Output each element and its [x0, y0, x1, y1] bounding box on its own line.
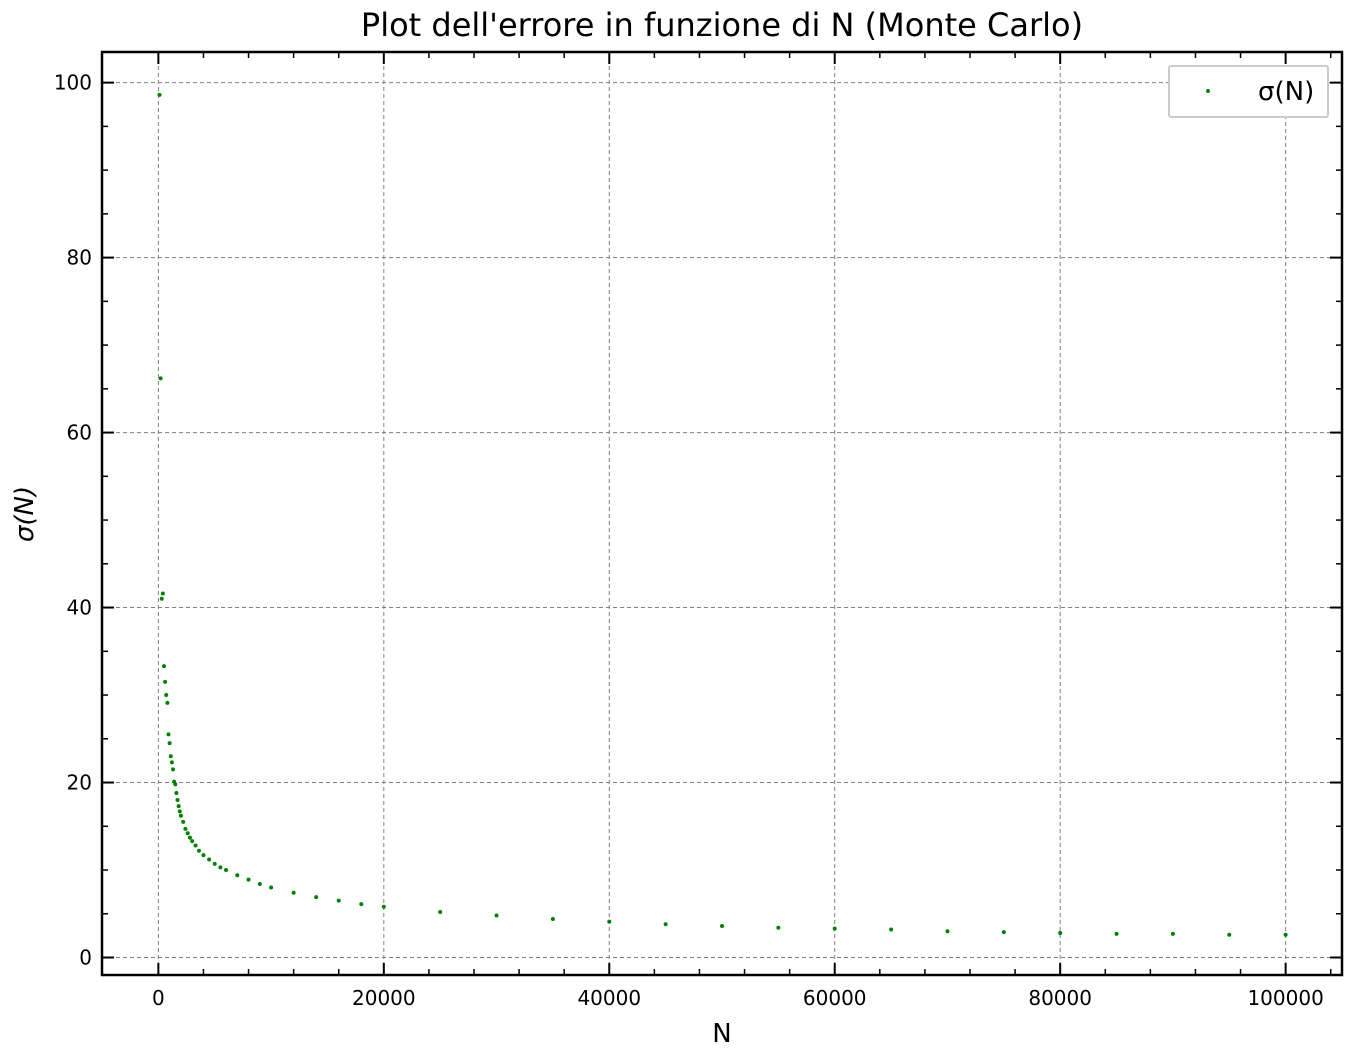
- data-point: [776, 925, 781, 930]
- x-axis-label: N: [712, 1019, 731, 1049]
- data-point: [162, 664, 166, 669]
- axis-ticks: 0 20000 40000 60000 80000 100000 0 20 40 60 80 100: [54, 52, 1342, 1010]
- legend-box: [1168, 65, 1329, 118]
- x-tick-label: 20000: [352, 986, 416, 1010]
- data-point: [159, 596, 164, 601]
- data-point: [720, 924, 724, 929]
- data-point: [1058, 931, 1063, 936]
- data-point: [166, 732, 171, 737]
- x-tick-label: 100000: [1247, 986, 1323, 1010]
- data-point: [176, 804, 181, 809]
- data-point: [257, 882, 262, 887]
- legend-marker: [1206, 89, 1210, 93]
- legend-label: σ(N): [1258, 77, 1314, 107]
- data-point: [173, 782, 178, 787]
- data-point: [160, 591, 165, 596]
- x-tick-label: 60000: [803, 986, 867, 1010]
- data-point: [945, 929, 950, 934]
- data-point: [1170, 931, 1175, 936]
- grid-lines: [102, 52, 1342, 975]
- data-point: [381, 904, 386, 909]
- data-point: [663, 922, 668, 927]
- legend: σ(N): [1168, 65, 1329, 118]
- data-point: [359, 902, 364, 907]
- y-axis-label: σ(N): [10, 486, 40, 542]
- data-point: [235, 873, 240, 878]
- data-point: [1001, 930, 1006, 935]
- data-point: [178, 813, 183, 818]
- data-point: [246, 877, 251, 882]
- data-point: [291, 890, 296, 895]
- data-point: [889, 927, 894, 932]
- data-point: [832, 926, 837, 931]
- data-point: [550, 917, 555, 922]
- data-point: [177, 809, 182, 814]
- data-point: [165, 700, 170, 705]
- data-point: [201, 853, 206, 858]
- data-point: [212, 861, 217, 866]
- data-point: [1227, 932, 1232, 937]
- data-point: [336, 898, 341, 903]
- plot-frame: [100, 50, 1344, 977]
- data-point: [185, 831, 190, 836]
- data-point: [314, 895, 319, 900]
- data-point: [167, 741, 172, 746]
- data-point: [218, 865, 223, 870]
- data-points: [157, 92, 1288, 937]
- data-point: [193, 843, 198, 848]
- chart-title: Plot dell'errore in funzione di N (Monte…: [361, 6, 1083, 44]
- y-tick-label: 40: [67, 596, 92, 620]
- data-point: [163, 679, 168, 684]
- data-point: [171, 767, 176, 772]
- data-point: [169, 760, 174, 765]
- data-point: [494, 913, 499, 918]
- data-point: [175, 798, 180, 803]
- data-point: [181, 819, 186, 824]
- data-point: [157, 92, 162, 97]
- y-tick-label: 60: [67, 421, 92, 445]
- y-tick-label: 80: [67, 246, 92, 270]
- data-point: [158, 376, 163, 381]
- data-point: [164, 693, 169, 698]
- data-point: [269, 885, 274, 890]
- data-point: [1114, 931, 1119, 936]
- x-tick-label: 0: [152, 986, 165, 1010]
- data-point: [174, 791, 179, 796]
- data-point: [224, 868, 228, 873]
- data-point: [196, 848, 201, 853]
- data-point: [168, 754, 173, 759]
- y-tick-label: 100: [54, 71, 92, 95]
- data-point: [183, 826, 188, 831]
- data-point: [607, 919, 612, 924]
- data-point: [207, 857, 212, 862]
- x-tick-label: 80000: [1028, 986, 1092, 1010]
- y-tick-label: 20: [67, 771, 92, 795]
- data-point: [1283, 932, 1288, 937]
- data-point: [438, 910, 443, 915]
- data-point: [190, 839, 195, 844]
- data-point: [187, 835, 192, 840]
- x-tick-label: 40000: [577, 986, 641, 1010]
- y-tick-label: 0: [79, 946, 92, 970]
